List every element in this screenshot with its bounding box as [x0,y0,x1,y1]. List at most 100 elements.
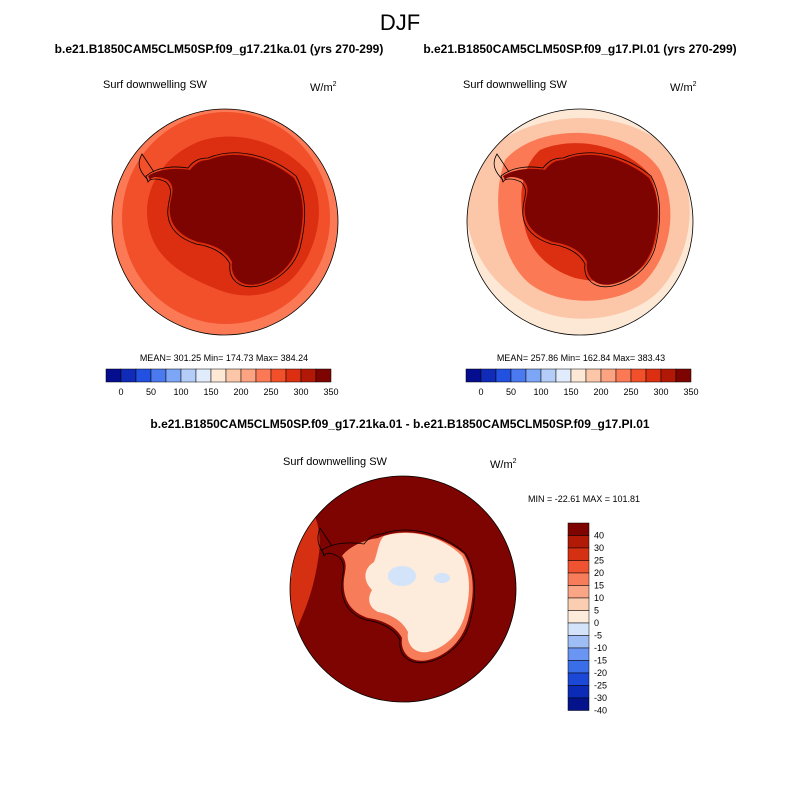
panel-title: b.e21.B1850CAM5CLM50SP.f09_g17.PI.01 (yr… [423,42,736,56]
colorbar-tick-label: 200 [593,387,608,397]
colorbar-tick-label: 250 [263,387,278,397]
colorbar-swatch [120,368,137,383]
colorbar-tick-label: 0 [594,618,599,628]
colorbar-swatch [270,368,287,383]
colorbar-tick-label: 25 [594,556,604,566]
colorbar: 0 50 100 150 200 250 300 350 [105,368,339,397]
colorbar-tick-label: -25 [594,681,607,691]
colorbar-tick-label: -30 [594,693,607,703]
colorbar-tick-label: 50 [506,387,516,397]
colorbar-swatch [525,368,542,383]
variable-label: Surf downwelling SW [283,456,388,468]
colorbar-tick-label: 250 [623,387,638,397]
colorbar-swatch [615,368,632,383]
stats-label: MEAN= 301.25 Min= 174.73 Max= 384.24 [140,353,308,363]
colorbar-swatch [510,368,527,383]
colorbar-tick-label: 30 [594,543,604,553]
polar-map [112,109,338,335]
panel-title: b.e21.B1850CAM5CLM50SP.f09_g17.21ka.01 -… [150,417,649,431]
colorbar-swatch [195,368,212,383]
coastline [145,152,306,288]
colorbar-swatch [567,610,590,624]
colorbar-tick-label: 20 [594,568,604,578]
colorbar-tick-label: 10 [594,593,604,603]
colorbar-swatch [225,368,242,383]
antarctica-interior [365,532,469,653]
colorbar-swatch [285,368,302,383]
map-border [289,475,517,703]
peninsula-coast [493,153,510,181]
polar-map [467,109,693,335]
colorbar-swatch [675,368,692,383]
colorbar-swatch [105,368,122,383]
panel-pi: b.e21.B1850CAM5CLM50SP.f09_g17.PI.01 (yr… [423,42,736,397]
colorbar-tick-label: 300 [293,387,308,397]
colorbar-tick-label: -5 [594,631,602,641]
colorbar-tick-label: 5 [594,606,599,616]
colorbar-tick-label: -20 [594,668,607,678]
colorbar-swatch [567,535,590,549]
colorbar-swatch [255,368,272,383]
colorbar-swatch [630,368,647,383]
colorbar: 40 30 25 20 15 10 5 0 -5 -10 -15 -20 -25 -30 -40 [567,522,607,716]
map-border [466,108,694,336]
units-label: W/m2 [490,458,517,471]
stats-label: MEAN= 257.86 Min= 162.84 Max= 383.43 [497,353,665,363]
colorbar-tick-label: -10 [594,643,607,653]
peninsula-coast [138,153,155,181]
colorbar-swatch [495,368,512,383]
panel-title: b.e21.B1850CAM5CLM50SP.f09_g17.21ka.01 (… [55,42,384,56]
colorbar-swatch [540,368,557,383]
polar-map [290,476,516,702]
figure-title: DJF [380,10,420,35]
colorbar-swatch [300,368,317,383]
colorbar-tick-label: 100 [173,387,188,397]
colorbar-swatch [567,672,590,686]
colorbar-tick-label: 150 [563,387,578,397]
colorbar-tick-label: 350 [683,387,698,397]
colorbar: 0 50 100 150 200 250 300 350 [465,368,699,397]
colorbar-tick-label: 350 [323,387,338,397]
colorbar-tick-label: -15 [594,656,607,666]
colorbar-swatch [600,368,617,383]
colorbar-swatch [660,368,677,383]
colorbar-tick-label: 0 [478,387,483,397]
colorbar-swatch [567,622,590,636]
colorbar-swatch [567,560,590,574]
colorbar-tick-label: 100 [533,387,548,397]
coastline [500,152,661,288]
map-field-band [434,573,450,583]
panel-21ka: b.e21.B1850CAM5CLM50SP.f09_g17.21ka.01 (… [55,42,384,397]
colorbar-swatch [567,585,590,599]
units-label: W/m2 [310,81,337,94]
colorbar-tick-label: 15 [594,581,604,591]
variable-label: Surf downwelling SW [103,79,208,91]
colorbar-tick-label: -40 [594,706,607,716]
variable-label: Surf downwelling SW [463,79,568,91]
colorbar-swatch [465,368,482,383]
colorbar-swatch [567,597,590,611]
colorbar-swatch [567,522,590,536]
map-border [111,108,339,336]
colorbar-swatch [567,547,590,561]
colorbar-tick-label: 40 [594,531,604,541]
colorbar-swatch [567,697,590,711]
colorbar-swatch [210,368,227,383]
colorbar-swatch [567,685,590,699]
colorbar-swatch [480,368,497,383]
colorbar-swatch [567,572,590,586]
colorbar-swatch [567,660,590,674]
colorbar-tick-label: 150 [203,387,218,397]
colorbar-swatch [570,368,587,383]
colorbar-swatch [135,368,152,383]
colorbar-swatch [585,368,602,383]
colorbar-swatch [555,368,572,383]
coastline [321,529,476,664]
antarctica-interior [503,154,658,285]
stats-label: MIN = -22.61 MAX = 101.81 [528,494,640,504]
colorbar-tick-label: 50 [146,387,156,397]
colorbar-tick-label: 300 [653,387,668,397]
colorbar-swatch [150,368,167,383]
units-label: W/m2 [670,81,697,94]
